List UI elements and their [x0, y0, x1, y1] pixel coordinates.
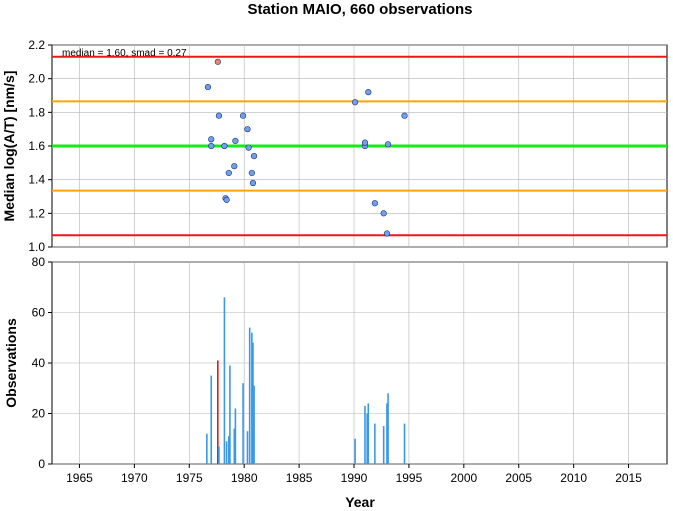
observation-bar — [367, 403, 370, 464]
observation-bar — [366, 413, 368, 464]
scatter-point — [245, 144, 252, 151]
observation-bar — [354, 438, 356, 464]
scatter-point — [223, 196, 230, 203]
scatter-point — [380, 210, 387, 217]
top-grid — [52, 44, 667, 248]
scatter-points — [204, 58, 408, 237]
top-y-tick-label: 1.4 — [28, 173, 45, 187]
observation-bar — [223, 297, 226, 464]
x-tick-label: 1990 — [341, 471, 368, 485]
scatter-point — [208, 142, 215, 150]
observation-bar — [234, 408, 237, 464]
scatter-point — [401, 112, 408, 119]
scatter-point — [208, 136, 215, 143]
scatter-point — [215, 112, 223, 119]
top-y-tick-label: 2.2 — [28, 38, 45, 52]
top-y-tick-label: 1.8 — [28, 105, 45, 119]
scatter-point — [232, 137, 239, 145]
scatter-point — [361, 139, 369, 146]
top-y-axis-label: Median log(A/T) [nm/s] — [1, 71, 17, 222]
observation-bar — [253, 385, 255, 464]
observation-bar — [225, 441, 228, 464]
x-axis-label: Year — [345, 494, 375, 510]
bottom-grid — [52, 261, 667, 465]
scatter-point — [244, 126, 251, 133]
top-y-tick-label: 2.0 — [28, 72, 45, 86]
scatter-point — [239, 112, 247, 119]
scatter-point — [249, 179, 257, 187]
observation-bar-highlight — [217, 360, 219, 464]
observation-bar — [248, 327, 251, 464]
bottom-y-tick-label: 40 — [32, 356, 46, 370]
scatter-point — [231, 163, 238, 170]
observation-bars — [206, 297, 406, 464]
observation-bar — [206, 433, 208, 464]
bottom-panel: 0 20 40 60 80 1965 1970 1975 1980 1985 1990 1995 20… — [3, 255, 668, 510]
x-tick-label: 1975 — [176, 471, 203, 485]
x-ticks: 1965 1970 1975 1980 1985 1990 1995 2000 2005 2010… — [66, 464, 642, 485]
bottom-y-axis-label: Observations — [3, 318, 19, 408]
scatter-point — [371, 200, 378, 207]
scatter-point-outlier — [214, 58, 221, 65]
observation-bar — [387, 393, 389, 464]
bottom-y-ticks: 0 20 40 60 80 — [32, 255, 52, 471]
bottom-y-tick-label: 80 — [32, 255, 46, 269]
observation-bar — [228, 436, 230, 464]
top-y-ticks: 1.0 1.2 1.4 1.6 1.8 2.0 2.2 — [28, 38, 52, 254]
bottom-y-tick-label: 0 — [38, 457, 45, 471]
observation-bar — [403, 423, 406, 464]
x-tick-label: 1965 — [66, 471, 93, 485]
observation-bar — [242, 383, 244, 464]
top-y-tick-label: 1.2 — [28, 206, 45, 220]
scatter-point — [250, 153, 258, 160]
scatter-point — [352, 99, 359, 106]
observation-bar — [233, 428, 236, 464]
top-panel: 1.0 1.2 1.4 1.6 1.8 2.0 2.2 median = 1.60, sma… — [1, 38, 668, 254]
x-tick-label: 2005 — [505, 471, 532, 485]
scatter-point — [384, 141, 392, 148]
observation-bar — [229, 365, 231, 464]
observation-bar — [252, 342, 254, 464]
scatter-point — [383, 230, 391, 237]
chart-title: Station MAIO, 660 observations — [247, 1, 472, 18]
observation-bar — [210, 375, 213, 464]
scatter-point — [204, 83, 212, 91]
x-tick-label: 1985 — [286, 471, 313, 485]
x-tick-label: 1970 — [121, 471, 148, 485]
observation-bar — [218, 446, 220, 464]
observation-bar — [251, 332, 253, 464]
stats-annotation: median = 1.60, smad = 0.27 — [62, 48, 187, 59]
bottom-y-tick-label: 20 — [32, 407, 46, 421]
observation-bar — [382, 426, 385, 464]
top-y-tick-label: 1.0 — [28, 240, 45, 254]
scatter-point — [248, 169, 255, 177]
top-y-tick-label: 1.6 — [28, 139, 45, 153]
threshold-lines — [52, 55, 667, 237]
x-tick-label: 1995 — [396, 471, 423, 485]
x-tick-label: 2000 — [450, 471, 477, 485]
observation-bar — [374, 423, 376, 464]
scatter-point — [225, 169, 232, 177]
scatter-point — [365, 89, 372, 96]
observation-bar — [364, 405, 366, 464]
scatter-point — [221, 142, 228, 150]
bottom-y-tick-label: 60 — [32, 306, 46, 320]
x-tick-label: 2010 — [560, 471, 587, 485]
observation-bar — [386, 403, 388, 464]
observation-bar — [246, 431, 249, 464]
x-tick-label: 2015 — [615, 471, 642, 485]
x-tick-label: 1980 — [231, 471, 258, 485]
